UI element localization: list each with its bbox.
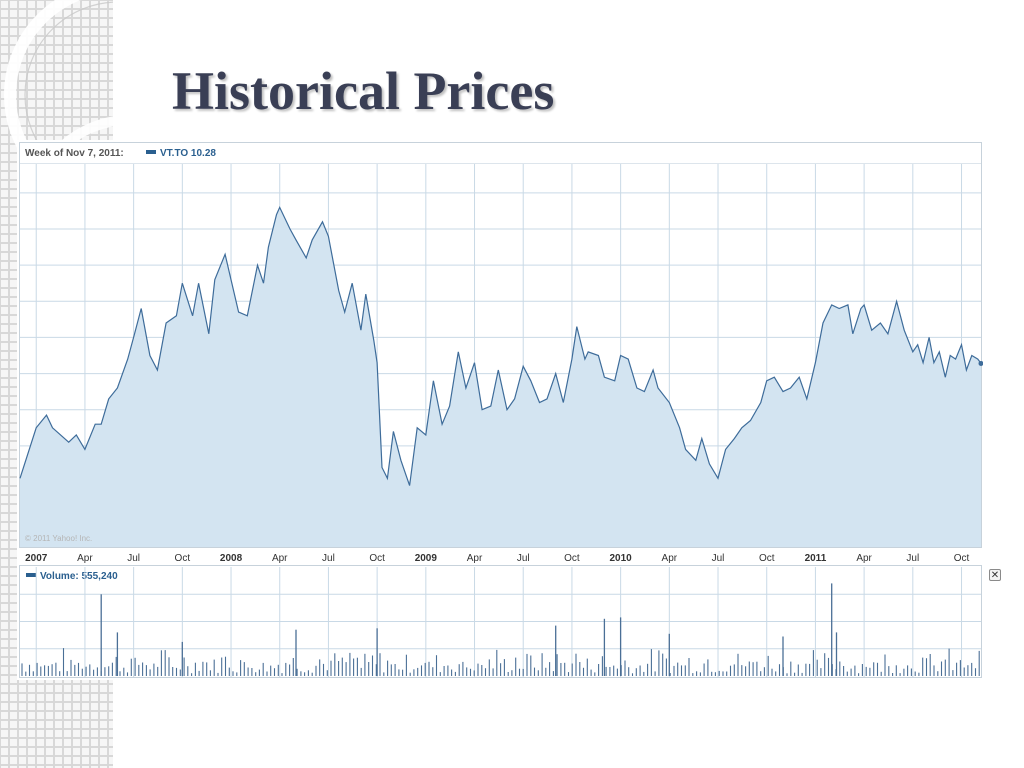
ticker-legend-swatch bbox=[146, 150, 156, 154]
x-tick-label: Jul bbox=[517, 553, 530, 564]
price-line bbox=[19, 205, 982, 486]
volume-bars bbox=[21, 583, 980, 676]
x-tick-label: 2008 bbox=[220, 553, 243, 564]
x-tick-label: Apr bbox=[662, 553, 678, 564]
week-label: Week of Nov 7, 2011: bbox=[25, 148, 124, 159]
price-volume-chart: Week of Nov 7, 2011: VT.TO 10.28 Volume:… bbox=[19, 142, 983, 678]
volume-grid bbox=[20, 593, 981, 650]
x-tick-label: Jul bbox=[322, 553, 335, 564]
x-tick-label: Apr bbox=[856, 553, 872, 564]
x-tick-label: Oct bbox=[564, 553, 580, 564]
x-tick-label: Oct bbox=[175, 553, 191, 564]
x-tick-label: 2010 bbox=[610, 553, 633, 564]
chart-frame: Week of Nov 7, 2011: VT.TO 10.28 Volume:… bbox=[17, 140, 1001, 680]
x-tick-label: Apr bbox=[77, 553, 93, 564]
x-tick-label: Oct bbox=[954, 553, 970, 564]
x-tick-label: 2011 bbox=[805, 553, 827, 564]
ticker-label: VT.TO 10.28 bbox=[160, 148, 216, 159]
x-axis-ticks: 2007 Apr Jul Oct 2008 Apr Jul Oct 2009 Apr Jul Oct 2… bbox=[25, 553, 969, 564]
price-area-fill bbox=[20, 207, 981, 547]
x-tick-label: Jul bbox=[127, 553, 140, 564]
x-tick-label: 2007 bbox=[25, 553, 48, 564]
slide-title: Historical Prices bbox=[172, 61, 555, 121]
x-tick-label: Apr bbox=[467, 553, 483, 564]
volume-legend-swatch bbox=[26, 573, 36, 577]
x-tick-label: Apr bbox=[272, 553, 288, 564]
close-icon[interactable]: ✕ bbox=[989, 569, 1001, 581]
last-price-marker bbox=[978, 360, 983, 366]
x-tick-label: Jul bbox=[712, 553, 725, 564]
x-tick-label: Oct bbox=[369, 553, 385, 564]
price-series bbox=[19, 205, 983, 547]
x-tick-label: Jul bbox=[906, 553, 919, 564]
x-tick-label: 2009 bbox=[415, 553, 438, 564]
volume-label: Volume: 555,240 bbox=[40, 571, 118, 582]
copyright-watermark: © 2011 Yahoo! Inc. bbox=[25, 534, 92, 543]
x-tick-label: Oct bbox=[759, 553, 775, 564]
